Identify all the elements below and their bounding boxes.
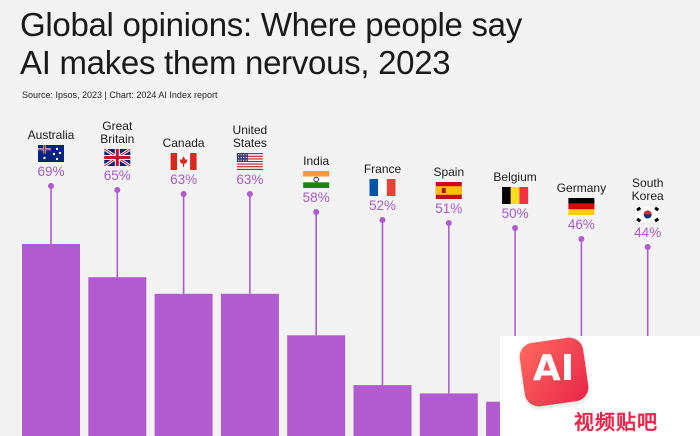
leader-dot-germany [578, 236, 585, 242]
value-label-south-korea: 44% [634, 225, 661, 240]
country-label-germany: Germany [557, 181, 606, 195]
country-label-united-states-line-1: United [233, 123, 268, 137]
value-label-germany: 46% [568, 217, 595, 232]
watermark-caption: 视频贴吧 [574, 410, 658, 434]
bar-india [287, 335, 346, 436]
leader-dot-india [313, 209, 320, 215]
country-group-spain: 51% Spain [419, 165, 478, 436]
country-label-india: India [303, 154, 329, 168]
watermark-badge-text: AI [532, 348, 575, 390]
leader-dot-france [379, 217, 386, 223]
country-label-south-korea-line-2: Korea [632, 189, 664, 203]
country-group-canada: 63% Canada [154, 136, 213, 436]
value-label-belgium: 50% [502, 206, 529, 221]
leader-dot-great-britain [114, 187, 121, 193]
country-group-france: 52% France [353, 162, 412, 436]
leader-dot-spain [445, 220, 452, 226]
leader-dot-belgium [512, 225, 519, 231]
chart-subtitle: Source: Ipsos, 2023 | Chart: 2024 AI Ind… [22, 90, 218, 100]
country-label-spain: Spain [433, 165, 464, 179]
spain-flag-icon [435, 182, 462, 199]
leader-dot-united-states [246, 191, 253, 197]
bar-spain [419, 393, 478, 436]
country-group-india: 58% India [287, 154, 346, 436]
country-label-great-britain-line-2: Britain [100, 132, 134, 146]
value-label-india: 58% [303, 190, 330, 205]
country-label-canada: Canada [163, 136, 205, 150]
usa-flag-icon [236, 153, 263, 170]
france-flag-icon [369, 179, 396, 196]
bar-canada [154, 293, 213, 436]
south-korea-flag-icon [634, 205, 661, 224]
country-label-united-states-line-2: States [233, 136, 267, 150]
canada-flag-icon [170, 153, 197, 170]
india-flag-icon [303, 171, 330, 188]
country-label-south-korea-line-1: South [632, 176, 663, 190]
value-label-great-britain: 65% [104, 168, 131, 183]
title-line-2: AI makes them nervous, 2023 [20, 44, 451, 81]
chart-title: Global opinions: Where people say AI mak… [20, 6, 680, 82]
country-label-great-britain-line-1: Great [102, 119, 133, 133]
value-label-canada: 63% [170, 172, 197, 187]
title-line-1: Global opinions: Where people say [20, 6, 522, 43]
country-group-australia: 69% Australia [22, 128, 80, 436]
value-label-spain: 51% [435, 201, 462, 216]
leader-dot-south-korea [644, 244, 651, 250]
leader-dot-canada [180, 191, 187, 197]
uk-flag-icon [103, 147, 132, 168]
leader-dot-australia [48, 183, 54, 189]
country-label-france: France [364, 162, 402, 176]
value-label-france: 52% [369, 198, 396, 213]
bar-great-britain [88, 277, 147, 436]
bar-australia [22, 244, 80, 436]
watermark-badge: AI [517, 335, 591, 409]
value-label-australia: 69% [37, 164, 64, 179]
australia-flag-icon [38, 145, 64, 162]
germany-flag-icon [568, 198, 595, 215]
country-label-belgium: Belgium [493, 170, 536, 184]
value-label-united-states: 63% [236, 172, 263, 187]
bar-united-states [220, 293, 279, 436]
country-label-australia: Australia [28, 128, 75, 142]
belgium-flag-icon [502, 187, 529, 204]
watermark: AI 视频贴吧 [500, 335, 700, 436]
bar-france [353, 385, 412, 436]
